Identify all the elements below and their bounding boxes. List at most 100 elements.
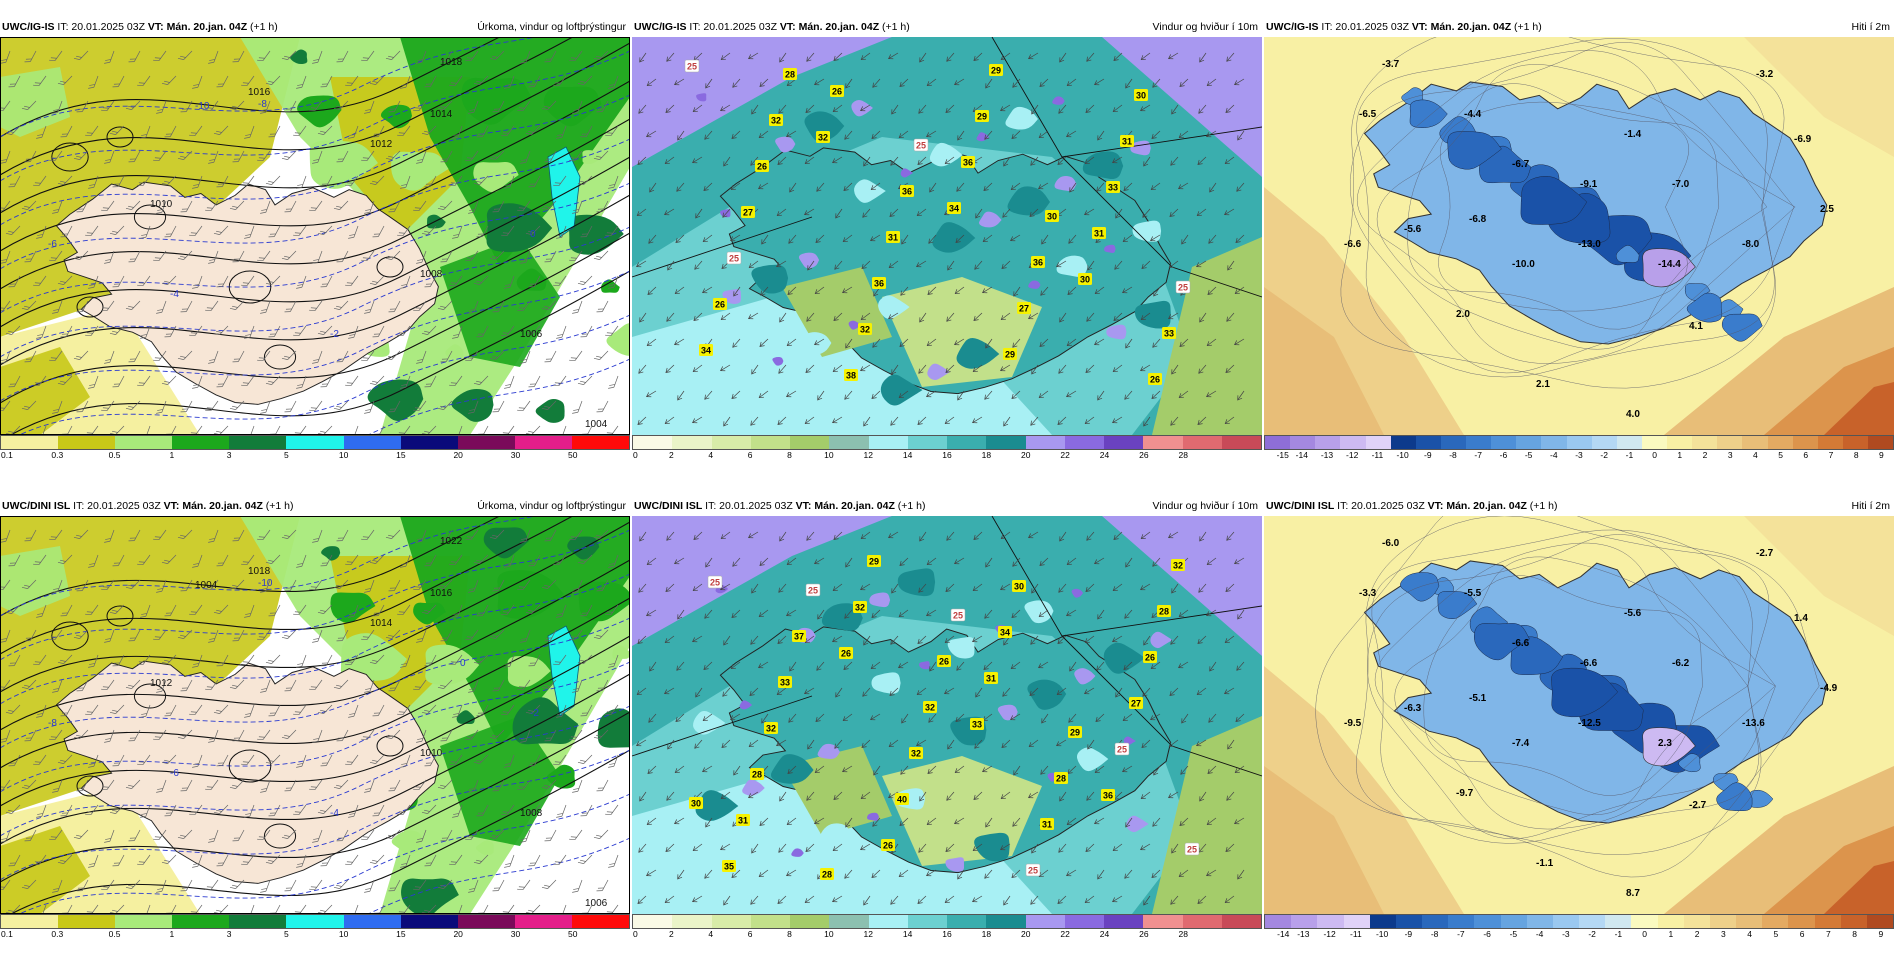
valid-time: VT: Mán. 20.jan. 04Z — [796, 500, 895, 512]
colorbar-tick-label: 10 — [339, 450, 348, 460]
colorbar-tick-label: 2 — [669, 929, 674, 939]
temperature-label: -2.7 — [1689, 800, 1707, 811]
colorbar-swatch — [458, 436, 515, 449]
colorbar-tick-label: 28 — [1179, 929, 1188, 939]
colorbar-swatch — [515, 915, 572, 928]
contour-label: -8 — [48, 718, 57, 729]
contour-label: -2 — [330, 329, 339, 340]
colorbar-swatch — [1143, 436, 1182, 449]
svg-text:26: 26 — [1150, 375, 1160, 385]
colorbar-tick-label: 3 — [227, 450, 232, 460]
forecast-step: (+1 h) — [266, 500, 294, 512]
gust-label: 30 — [1012, 580, 1026, 592]
colorbar-swatch — [672, 436, 711, 449]
temperature-label: -10.0 — [1512, 259, 1535, 270]
temperature-label: -1.1 — [1536, 858, 1554, 869]
temperature-label: -1.4 — [1624, 129, 1642, 140]
forecast-step: (+1 h) — [882, 21, 910, 33]
temperature-label: -3.7 — [1382, 59, 1400, 70]
temperature-label: -3.2 — [1756, 69, 1774, 80]
colorbar-swatch — [1340, 436, 1365, 449]
colorbar-tick-label: 0 — [633, 450, 638, 460]
colorbar-tick-label: 4 — [708, 929, 713, 939]
colorbar-tick-label: 5 — [1778, 450, 1783, 460]
colorbar-tick-label: 22 — [1060, 450, 1069, 460]
colorbar-tick-label: -10 — [1396, 450, 1408, 460]
svg-text:30: 30 — [1136, 91, 1146, 101]
gust-label: 31 — [1040, 818, 1054, 830]
colorbar-tick-label: 5 — [1774, 929, 1779, 939]
colorbar-tick-label: -8 — [1431, 929, 1439, 939]
precip-map-svg: 102210181016101410121010100810061004-10-… — [0, 516, 630, 914]
colorbar-swatch — [58, 436, 115, 449]
gust-label: 34 — [699, 344, 713, 356]
temperature-label: -5.5 — [1464, 588, 1482, 599]
colorbar-tick-label: 0.5 — [109, 929, 121, 939]
colorbar-swatch — [1501, 915, 1527, 928]
contour-label: -10 — [258, 578, 273, 589]
gust-label: 31 — [984, 672, 998, 684]
temperature-label: 2.1 — [1536, 379, 1550, 390]
temperature-label: 4.1 — [1689, 321, 1703, 332]
colorbar-swatch — [1474, 915, 1500, 928]
gust-label: 28 — [1054, 772, 1068, 784]
colorbar-tick-label: 1 — [1669, 929, 1674, 939]
colorbar-swatch — [1222, 915, 1261, 928]
temperature-label: -7.4 — [1512, 738, 1530, 749]
colorbar-tick-label: 5 — [284, 929, 289, 939]
temperature-label: -6.6 — [1512, 638, 1530, 649]
gust-label: 37 — [792, 630, 806, 642]
colorbar-tick-label: 3 — [1728, 450, 1733, 460]
temperature-label: -6.2 — [1672, 658, 1690, 669]
gust-label: 28 — [750, 768, 764, 780]
colorbar-swatch — [1762, 915, 1788, 928]
gust-label: 25 — [806, 584, 820, 596]
gust-label: 26 — [881, 839, 895, 851]
temperature-label: 8.7 — [1626, 888, 1640, 899]
panel-header: UWC/IG-IS IT: 20.01.2025 03Z VT: Mán. 20… — [632, 17, 1262, 37]
colorbar-tick-label: -11 — [1350, 929, 1362, 939]
gust-label: 32 — [858, 323, 872, 335]
colorbar-tick-label: 15 — [396, 450, 405, 460]
colorbar-tick-label: -14 — [1296, 450, 1308, 460]
gust-label: 29 — [989, 64, 1003, 76]
colorbar-swatch — [1867, 915, 1893, 928]
temperature-label: 4.0 — [1626, 409, 1640, 420]
gust-label: 25 — [951, 609, 965, 621]
gust-label: 36 — [961, 156, 975, 168]
gust-label: 31 — [736, 814, 750, 826]
colorbar-swatch — [1143, 915, 1182, 928]
gust-label: 36 — [1031, 256, 1045, 268]
colorbar-swatch — [1717, 436, 1742, 449]
panel-header: UWC/IG-IS IT: 20.01.2025 03Z VT: Mán. 20… — [0, 17, 630, 37]
gust-label: 32 — [764, 722, 778, 734]
colorbar-tick-label: -6 — [1500, 450, 1508, 460]
init-time: IT: 20.01.2025 03Z — [689, 21, 777, 33]
gust-label: 27 — [1129, 697, 1143, 709]
colorbar-swatch — [1841, 915, 1867, 928]
panel-temp-dini: UWC/DINI ISL IT: 20.01.2025 03Z VT: Mán.… — [1264, 496, 1894, 966]
gust-label: 25 — [1176, 281, 1190, 293]
precip-map-svg: 10181016101410121010100810061004-10-8-6-… — [0, 37, 630, 435]
contour-label: -10 — [195, 101, 210, 112]
temperature-label: -4.9 — [1820, 683, 1838, 694]
colorbar-tick-label: 24 — [1100, 929, 1109, 939]
colorbar-tick-label: 6 — [748, 929, 753, 939]
init-time: IT: 20.01.2025 03Z — [705, 500, 793, 512]
contour-label: 1008 — [420, 269, 443, 280]
svg-text:29: 29 — [991, 66, 1001, 76]
colorbar-swatch — [1026, 436, 1065, 449]
colorbar-swatch — [1317, 915, 1343, 928]
colorbar-swatch — [172, 436, 229, 449]
panel-title: Úrkoma, vindur og loftþrýstingur — [477, 496, 626, 516]
valid-time: VT: Mán. 20.jan. 04Z — [164, 500, 263, 512]
colorbar-tick-label: 3 — [1721, 929, 1726, 939]
